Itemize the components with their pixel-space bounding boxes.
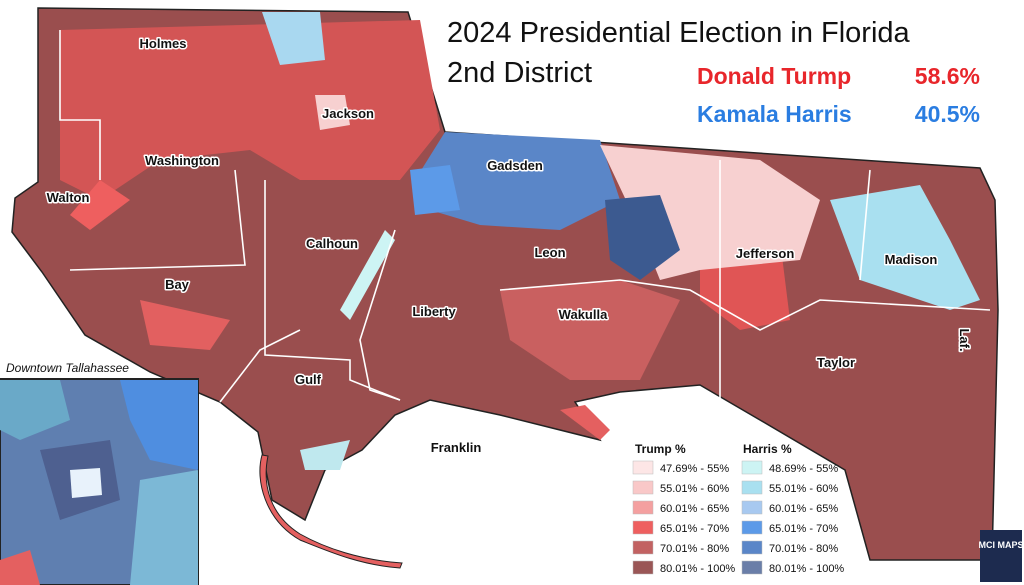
county-label: Leon xyxy=(534,245,565,260)
candidate-name: Donald Turmp xyxy=(697,63,851,89)
red-area xyxy=(560,405,610,440)
inset-area xyxy=(0,550,40,585)
county-label: Holmes xyxy=(140,36,187,51)
legend: Trump % Harris % 47.69% - 55% 55.01% - 60… xyxy=(632,442,844,575)
inset-area xyxy=(130,470,198,585)
harris-area xyxy=(605,195,680,280)
legend-label: 48.69% - 55% xyxy=(769,463,838,475)
county-boundary xyxy=(219,329,301,403)
county-boundary xyxy=(59,30,101,180)
inset: Downtown Tallahassee xyxy=(0,361,199,585)
county-label: Jefferson xyxy=(736,246,795,261)
county-label: Washington xyxy=(145,153,219,168)
legend-label: 80.01% - 100% xyxy=(769,563,844,575)
legend-swatch xyxy=(632,500,654,515)
county-label: Laf. xyxy=(957,328,972,351)
county-label: Wakulla xyxy=(559,307,608,322)
red-area xyxy=(140,300,230,350)
legend-label: 65.01% - 70% xyxy=(769,523,838,535)
legend-label: 65.01% - 70% xyxy=(660,523,729,535)
red-area xyxy=(70,180,130,230)
legend-label: 60.01% - 65% xyxy=(660,503,729,515)
legend-label: 47.69% - 55% xyxy=(660,463,729,475)
candidate-percent: 58.6% xyxy=(915,63,980,89)
subtitle: 2nd District xyxy=(447,57,592,89)
harris-area xyxy=(830,185,980,310)
legend-swatch xyxy=(741,520,763,535)
red-area xyxy=(500,280,680,380)
inset-area xyxy=(70,468,102,498)
county-label: Taylor xyxy=(817,355,855,370)
county-label: Gadsden xyxy=(487,158,543,173)
inset-area xyxy=(0,380,70,440)
legend-swatch xyxy=(741,540,763,555)
inset-label: Downtown Tallahassee xyxy=(6,361,129,375)
county-label: Calhoun xyxy=(306,236,358,251)
harris-area xyxy=(410,165,460,215)
legend-swatch xyxy=(632,540,654,555)
legend-swatch xyxy=(632,520,654,535)
county-boundary xyxy=(499,279,991,331)
inset-area xyxy=(120,380,198,470)
county-boundary xyxy=(69,169,246,271)
harris-area xyxy=(415,132,620,230)
harris-area xyxy=(300,440,350,470)
district-map xyxy=(11,7,999,569)
county-label: Franklin xyxy=(431,440,482,455)
county-boundary xyxy=(264,180,401,401)
harris-area xyxy=(315,95,350,130)
legend-swatch xyxy=(741,460,763,475)
barrier-island xyxy=(259,454,403,569)
logo: MCI MAPS xyxy=(979,530,1024,582)
red-area xyxy=(60,20,440,200)
legend-label: 70.01% - 80% xyxy=(769,543,838,555)
logo-text: MCI MAPS xyxy=(979,540,1024,550)
legend-swatch xyxy=(741,500,763,515)
county-label: Madison xyxy=(885,252,938,267)
candidate-name: Kamala Harris xyxy=(697,101,852,127)
legend-title: Trump % xyxy=(635,442,686,456)
legend-swatch xyxy=(632,560,654,575)
county-label: Bay xyxy=(165,277,190,292)
legend-label: 60.01% - 65% xyxy=(769,503,838,515)
legend-label: 55.01% - 60% xyxy=(769,483,838,495)
legend-swatch xyxy=(632,460,654,475)
county-boundary xyxy=(859,169,871,281)
harris-area xyxy=(340,230,395,320)
legend-swatch xyxy=(741,560,763,575)
county-label: Jackson xyxy=(322,106,374,121)
legend-label: 55.01% - 60% xyxy=(660,483,729,495)
county-label: Liberty xyxy=(412,304,456,319)
county-boundary xyxy=(359,229,401,401)
legend-swatch xyxy=(632,480,654,495)
title: 2024 Presidential Election in Florida xyxy=(447,17,911,49)
legend-title: Harris % xyxy=(743,442,792,456)
logo-box xyxy=(980,530,1022,582)
county-label: Walton xyxy=(47,190,90,205)
legend-label: 80.01% - 100% xyxy=(660,563,735,575)
legend-swatch xyxy=(741,480,763,495)
county-label: Gulf xyxy=(295,372,322,387)
candidate-percent: 40.5% xyxy=(915,101,980,127)
harris-area xyxy=(262,12,325,65)
legend-label: 70.01% - 80% xyxy=(660,543,729,555)
